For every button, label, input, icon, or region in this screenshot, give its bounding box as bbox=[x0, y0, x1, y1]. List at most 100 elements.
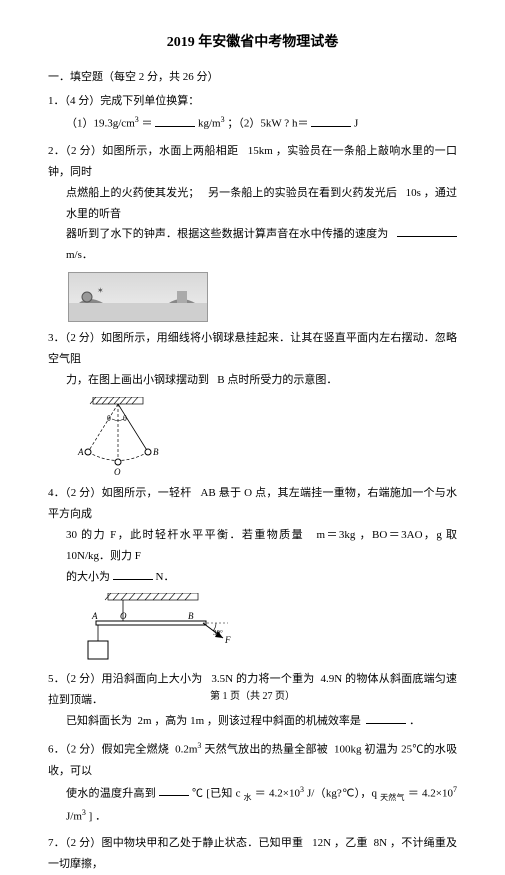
pendulum-diagram: A B O θ θ bbox=[68, 397, 168, 477]
q3-row1: 3．（2 分）如图所示，用细线将小钢球悬挂起来．让其在竖直平面内左右摆动．忽略空… bbox=[48, 328, 457, 370]
q3-B: B bbox=[217, 374, 224, 386]
footer-total: 27 bbox=[263, 691, 273, 702]
question-4: 4．（2 分）如图所示，一轻杆 AB 悬于 O 点，其左端挂一重物，右端施加一个… bbox=[48, 483, 457, 663]
q2-line1: 2．（2 分）如图所示，水面上两船相距 bbox=[48, 145, 238, 157]
q6-e3: 3 bbox=[300, 785, 304, 794]
q6-mass: 100kg bbox=[334, 744, 362, 756]
svg-text:30°: 30° bbox=[213, 629, 223, 637]
q6-sub-water: 水 bbox=[244, 792, 252, 801]
q7-w2: 8N bbox=[374, 837, 387, 849]
q6-qm3: 3 bbox=[82, 808, 86, 817]
q2-unit: m/s． bbox=[66, 249, 93, 261]
q6-line2: 使水的温度升高到 bbox=[66, 787, 156, 799]
question-6: 6．（2 分）假如完全燃烧 0.2m3 天然气放出的热量全部被 100kg 初温… bbox=[48, 738, 457, 827]
question-2: 2．（2 分）如图所示，水面上两船相距 15km ，实验员在一条船上敲响水里的一… bbox=[48, 141, 457, 322]
q6-e7: 7 bbox=[453, 785, 457, 794]
q5-line2b: ，高为 bbox=[154, 715, 187, 727]
q1-kgm3: 3 bbox=[221, 115, 225, 124]
q4-unit: N． bbox=[156, 571, 175, 583]
q4-blank bbox=[113, 568, 153, 580]
q5-row2: 已知斜面长为 2m ，高为 1m ，则该过程中斜面的机械效率是 ． bbox=[48, 711, 457, 732]
q2-figure: ✶ bbox=[68, 272, 457, 322]
footer-mid: 页（共 bbox=[230, 691, 260, 702]
q1-part2-prefix: ；（2）5kW ? h＝ bbox=[227, 118, 308, 130]
svg-text:✶: ✶ bbox=[97, 286, 104, 295]
q2-row2: 点燃船上的火药使其发光； 另一条船上的实验员在看到火药发光后 10s ，通过水里… bbox=[48, 183, 457, 225]
q3-figure: A B O θ θ bbox=[68, 397, 457, 477]
q1-cm3: 3 bbox=[135, 115, 139, 124]
q2-time: 10s bbox=[406, 187, 421, 199]
q5-len: 2m bbox=[138, 715, 152, 727]
q6-line1b: 天然气放出的热量全部被 bbox=[204, 744, 328, 756]
q1-blank2 bbox=[311, 115, 351, 127]
svg-text:A: A bbox=[91, 611, 98, 621]
q6-vol: 0.2m bbox=[175, 744, 197, 756]
q6-line2b: ℃ [已知 c bbox=[192, 787, 241, 799]
q2-row3: 器听到了水下的钟声．根据这些数据计算声音在水中传播的速度为 m/s． bbox=[48, 224, 457, 266]
q7-w1: 12N bbox=[312, 837, 331, 849]
q1-blank1 bbox=[155, 115, 195, 127]
q2-line2: 点燃船上的火药使其发光； bbox=[66, 187, 199, 199]
footer-num: 1 bbox=[223, 691, 228, 702]
svg-text:A: A bbox=[77, 447, 84, 457]
svg-text:B: B bbox=[188, 611, 194, 621]
q5-line1b: 的力将一个重为 bbox=[236, 673, 315, 685]
q2-blank bbox=[397, 225, 457, 237]
page-footer: 第 1 页（共 27 页） bbox=[0, 687, 505, 706]
footer-post: 页） bbox=[275, 691, 295, 702]
q5-f1: 3.5N bbox=[211, 673, 233, 685]
q3-line2: 力，在图上画出小钢球摆动到 bbox=[66, 374, 209, 386]
q5-line2c: ，则该过程中斜面的机械效率是 bbox=[207, 715, 361, 727]
q4-line2b: 的力 F，此时轻杆水平平衡．若重物质量 bbox=[81, 529, 304, 541]
q6-qv: ＝ 4.2×10 bbox=[408, 787, 453, 799]
q2-dist: 15km bbox=[248, 145, 273, 157]
svg-text:F: F bbox=[224, 635, 231, 645]
q4-AB: AB bbox=[200, 487, 215, 499]
q5-line2: 已知斜面长为 bbox=[66, 715, 132, 727]
q6-dot: ． bbox=[95, 810, 106, 822]
q5-line1: 5．（2 分）用沿斜面向上大小为 bbox=[48, 673, 202, 685]
svg-text:O: O bbox=[120, 611, 127, 621]
q4-figure: A O B 30° F bbox=[68, 593, 457, 663]
q4-line1: 4．（2 分）如图所示，一轻杆 bbox=[48, 487, 192, 499]
section-label: 一．填空题（每空 bbox=[48, 71, 136, 83]
exam-title: 2019 年安徽省中考物理试卷 bbox=[48, 30, 457, 57]
q2-line2b: 另一条船上的实验员在看到火药发光后 bbox=[208, 187, 397, 199]
q6-row2: 使水的温度升高到 ℃ [已知 c 水 ＝ 4.2×103 J/（kg?℃），q … bbox=[48, 782, 457, 828]
q1-part1-prefix: （1）19.3g/cm bbox=[66, 118, 135, 130]
lever-diagram: A O B 30° F bbox=[68, 593, 238, 663]
q6-line1: 6．（2 分）假如完全燃烧 bbox=[48, 744, 169, 756]
q1-kgm: kg/m bbox=[198, 118, 221, 130]
section-total: 分，共 26 分） bbox=[147, 71, 219, 83]
q4-mass: m＝3kg bbox=[317, 529, 356, 541]
q6-cwu: J/（kg?℃），q bbox=[307, 787, 377, 799]
q2-row1: 2．（2 分）如图所示，水面上两船相距 15km ，实验员在一条船上敲响水里的一… bbox=[48, 141, 457, 183]
q6-end: ] bbox=[89, 810, 93, 822]
svg-text:θ: θ bbox=[107, 414, 111, 423]
q1-line1: 1．（4 分）完成下列单位换算： bbox=[48, 91, 457, 112]
q6-row1: 6．（2 分）假如完全燃烧 0.2m3 天然气放出的热量全部被 100kg 初温… bbox=[48, 738, 457, 781]
q5-dot: ． bbox=[409, 715, 420, 727]
svg-text:B: B bbox=[153, 447, 159, 457]
svg-text:θ: θ bbox=[123, 414, 127, 423]
question-3: 3．（2 分）如图所示，用细线将小钢球悬挂起来．让其在竖直平面内左右摆动．忽略空… bbox=[48, 328, 457, 477]
q6-cw: ＝ 4.2×10 bbox=[255, 787, 300, 799]
q6-m3: 3 bbox=[197, 741, 201, 750]
svg-text:O: O bbox=[114, 467, 121, 477]
q4-line3: 的大小为 bbox=[66, 571, 110, 583]
q2-photo: ✶ bbox=[68, 272, 208, 322]
q6-blank bbox=[159, 784, 189, 796]
q5-f2: 4.9N bbox=[320, 673, 342, 685]
q7-line1: 7．（2 分）图中物块甲和乙处于静止状态．已知甲重 bbox=[48, 837, 303, 849]
q7-row1: 7．（2 分）图中物块甲和乙处于静止状态．已知甲重 12N ，乙重 8N ，不计… bbox=[48, 833, 457, 875]
q6-sub-gas: 天然气 bbox=[380, 792, 405, 801]
footer-pre: 第 bbox=[210, 691, 220, 702]
section-points: 2 bbox=[139, 71, 145, 83]
question-7: 7．（2 分）图中物块甲和乙处于静止状态．已知甲重 12N ，乙重 8N ，不计… bbox=[48, 833, 457, 875]
question-1: 1．（4 分）完成下列单位换算： （1）19.3g/cm3 ＝ kg/m3 ；（… bbox=[48, 91, 457, 134]
q4-30: 30 bbox=[66, 529, 77, 541]
q1-parts: （1）19.3g/cm3 ＝ kg/m3 ；（2）5kW ? h＝ J bbox=[48, 112, 457, 135]
q1-j: J bbox=[354, 118, 358, 130]
q3-row2: 力，在图上画出小钢球摆动到 B 点时所受力的示意图． bbox=[48, 370, 457, 391]
q7-line1b: ，乙重 bbox=[334, 837, 368, 849]
